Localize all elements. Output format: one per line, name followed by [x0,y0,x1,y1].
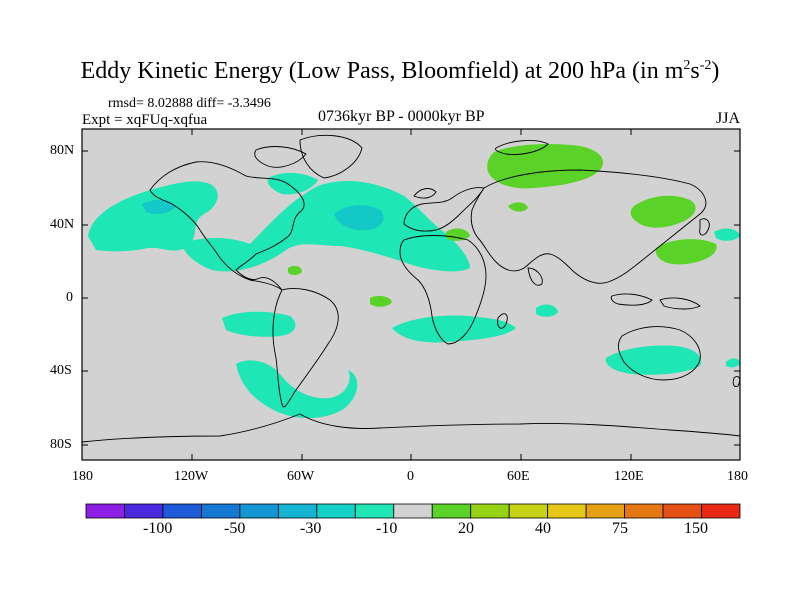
coastlines [82,134,740,443]
period-label: 0736kyr BP - 0000kyr BP [318,108,485,125]
ekE-patch-npacific [88,181,218,252]
ekE-patch-satlantic [236,360,358,419]
colorbar-label: -30 [300,520,322,537]
colorbar-swatch [585,503,625,519]
colorbar-swatch [547,503,587,519]
ekE-patch-south-indian [392,315,516,343]
ekE-patch-africa [370,295,392,307]
ekE-patch-caribbean [288,265,302,275]
lat-label-80n: 80N [50,143,75,158]
lat-label-0: 0 [66,290,73,305]
colorbar-label: 75 [612,520,628,537]
colorbar-swatch [662,503,702,519]
lat-label-40s: 40S [50,363,72,378]
colorbar-label: 40 [535,520,551,537]
lon-label-60e: 60E [507,469,530,484]
ekE-patch-wpac-green [655,239,717,265]
lon-ticks [81,129,741,460]
lat-label-80s: 80S [50,437,72,452]
lon-label-120e: 120E [614,469,644,484]
ekE-patch-med [446,228,470,241]
colorbar-swatch [431,503,472,519]
colorbar-swatch [316,503,356,519]
ekE-patch-ind-small [536,304,558,317]
lon-label-0: 0 [407,469,414,484]
colorbar-swatch [85,503,125,519]
lon-label-120w: 120W [174,469,209,484]
lat-ticks [82,150,740,446]
ekE-core-natlantic [334,205,384,231]
map-background [82,129,740,460]
lon-label-60w: 60W [287,469,315,484]
ekE-patch-kazakh [508,202,528,212]
chart-title: Eddy Kinetic Energy (Low Pass, Bloomfiel… [80,58,720,84]
colorbar-swatch [508,503,549,519]
colorbar [85,503,741,519]
stats-label: rmsd= 8.02888 diff= -3.3496 [108,96,271,111]
colorbar-swatch [239,503,279,519]
colorbar-swatch [277,503,318,519]
colorbar-label: -100 [143,520,173,537]
ekE-patch-natlantic [182,181,470,272]
colorbar-swatch [393,503,433,519]
colorbar-swatch [354,503,395,519]
colorbar-swatch [162,503,202,519]
lon-label-180e: 180 [727,469,748,484]
colorbar-swatch [124,503,164,519]
ekE-patch-pac2 [726,358,740,368]
colorbar-label: 150 [684,520,708,537]
season-label: JJA [716,110,741,127]
colorbar-swatch [624,503,664,519]
anomaly-fields [82,134,740,443]
ekE-patch-nasia [630,195,696,228]
experiment-label: Expt = xqFUq-xqfua [82,112,208,128]
colorbar-swatch [201,503,241,519]
colorbar-label: 20 [458,520,474,537]
lat-label-40n: 40N [50,217,75,232]
ekE-core-npacific [142,199,176,214]
colorbar-label: -10 [376,520,398,537]
lon-label-180w: 180 [72,469,93,484]
ekE-patch-wpac [714,228,740,241]
colorbar-swatch [701,503,741,519]
colorbar-label: -50 [224,520,246,537]
ekE-patch-spacific [222,311,296,337]
ekE-patch-atl-north [267,172,318,195]
colorbar-swatch [470,503,510,519]
ekE-patch-arctic [487,144,604,189]
